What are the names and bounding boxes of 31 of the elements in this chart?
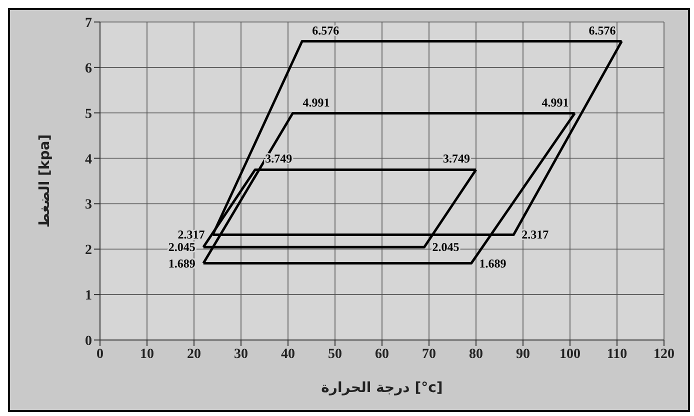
x-tick-label: 80 [469, 346, 483, 362]
y-tick-label: 4 [85, 152, 92, 168]
x-tick-label: 0 [96, 346, 104, 362]
data-label: 1.689 [479, 256, 506, 270]
data-label: 4.991 [542, 95, 569, 110]
x-tick-label: 120 [654, 346, 674, 362]
x-tick-label: 90 [516, 346, 530, 362]
x-tick-label: 50 [328, 346, 342, 362]
data-label: 6.576 [312, 23, 340, 38]
x-axis-title: درجة الحرارة [°c] [321, 380, 443, 396]
y-tick-label: 7 [85, 16, 92, 31]
y-axis-title: الضغط [kpa] [36, 134, 53, 228]
data-label: 4.991 [302, 95, 330, 110]
x-tick-label: 100 [560, 346, 580, 362]
y-tick-label: 2 [85, 243, 92, 258]
y-tick-label: 6 [85, 61, 92, 76]
x-tick-label: 110 [606, 346, 628, 362]
y-tick-label: 1 [85, 288, 92, 304]
data-label: 2.317 [522, 228, 549, 242]
y-tick-label: 0 [85, 334, 92, 349]
data-label: 1.689 [168, 256, 196, 270]
x-tick-label: 70 [422, 346, 436, 362]
data-label: 6.576 [588, 23, 616, 38]
x-tick-label: 40 [281, 346, 295, 362]
data-label: 2.317 [178, 228, 205, 242]
x-tick-label: 60 [375, 346, 389, 362]
x-tick-label: 30 [234, 346, 248, 362]
x-tick-label: 10 [140, 346, 154, 362]
x-tick-label: 20 [187, 346, 201, 362]
y-tick-label: 3 [85, 198, 92, 213]
y-tick-label: 5 [85, 106, 92, 122]
